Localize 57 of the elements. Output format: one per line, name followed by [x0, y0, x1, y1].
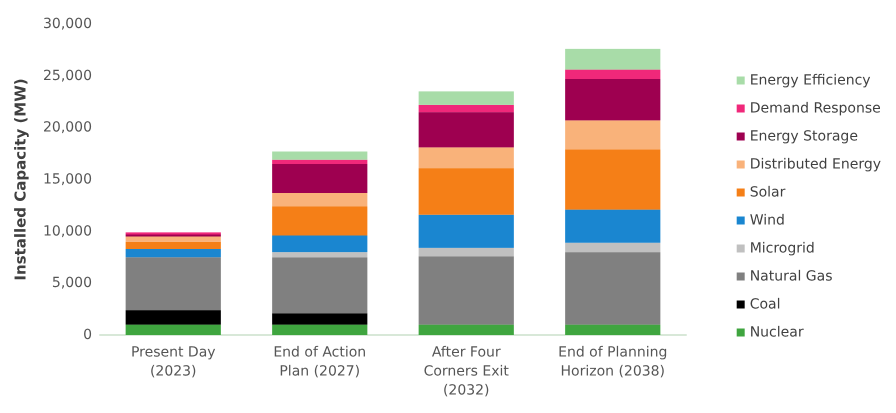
legend-label: Demand Response [750, 100, 881, 116]
bar [418, 214, 514, 248]
bar [565, 324, 660, 335]
x-tick-label: End of Planning Horizon (2038) [558, 344, 668, 380]
y-axis-title: Installed Capacity (MW) [12, 78, 30, 281]
x-tick-label: Present Day (2023) [130, 344, 216, 380]
y-tick-label: 15,000 [43, 172, 92, 188]
legend-label: Nuclear [750, 324, 804, 340]
bar [565, 48, 660, 70]
legend-label: Wind [750, 212, 785, 228]
bar [126, 310, 221, 325]
bar [565, 120, 660, 150]
bar [272, 235, 368, 252]
bar [272, 192, 368, 206]
bar [272, 252, 368, 258]
bar [126, 324, 221, 335]
bar [418, 104, 514, 112]
bar [272, 313, 368, 325]
bar [126, 236, 221, 242]
bar [272, 324, 368, 335]
bar [565, 78, 660, 120]
y-tick-label: 5,000 [52, 275, 92, 292]
bar [418, 91, 514, 105]
bar [418, 248, 514, 256]
legend-label: Natural Gas [750, 268, 832, 284]
legend-label: Coal [750, 296, 780, 312]
x-tick-label: End of Action Plan (2027) [273, 344, 366, 380]
bar [272, 152, 368, 160]
legend-label: Distributed Energy [750, 156, 881, 172]
bar [126, 257, 221, 310]
y-tick-label: 25,000 [43, 68, 92, 84]
bar [418, 168, 514, 215]
bar [565, 149, 660, 210]
bar [272, 206, 368, 236]
bar [565, 210, 660, 243]
y-tick-label: 0 [83, 327, 92, 343]
bar [272, 257, 368, 314]
y-tick-label: 10,000 [43, 223, 92, 240]
y-tick-label: 20,000 [43, 120, 92, 136]
legend-label: Solar [750, 184, 786, 200]
bar [565, 70, 660, 79]
legend-label: Energy Storage [750, 128, 858, 144]
bar [418, 147, 514, 168]
x-tick-label: After Four Corners Exit (2032) [424, 344, 510, 398]
bar [126, 248, 221, 258]
legend-label: Microgrid [750, 240, 815, 256]
bar [565, 252, 660, 325]
bar [272, 164, 368, 193]
bar [126, 242, 221, 249]
bar [418, 112, 514, 148]
bar [418, 324, 514, 335]
bar [272, 160, 368, 164]
y-tick-label: 30,000 [43, 16, 92, 32]
bar [418, 256, 514, 325]
legend-label: Energy Efficiency [750, 72, 871, 88]
bar [126, 234, 221, 237]
bar [565, 242, 660, 252]
